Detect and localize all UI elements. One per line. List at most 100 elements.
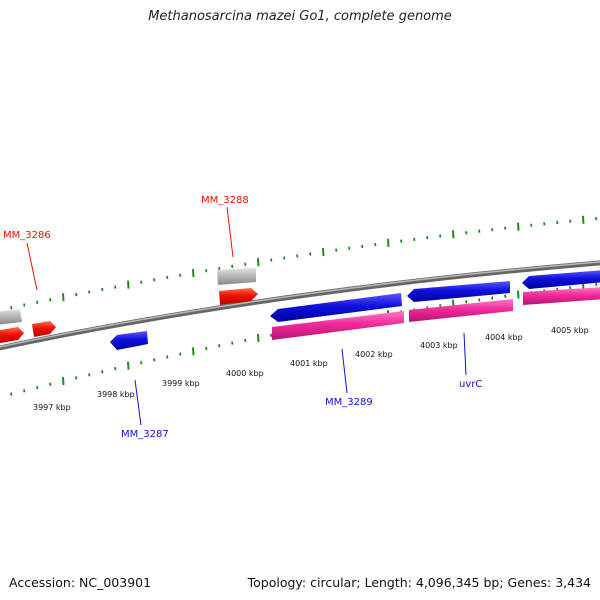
minor-tick — [556, 220, 559, 225]
gene-partial-blue-arrow[interactable] — [522, 270, 600, 289]
position-label: 3997 kbp — [33, 403, 71, 412]
leader-line-mm-3287 — [134, 379, 142, 426]
major-tick — [387, 238, 390, 247]
minor-tick — [23, 389, 26, 393]
minor-tick — [49, 382, 52, 386]
accession-text: Accession: NC_003901 — [9, 575, 152, 590]
gene-mm-3286-arrow[interactable] — [32, 321, 56, 337]
minor-tick — [153, 278, 156, 282]
gene-label-mm-3287[interactable]: MM_3287 — [121, 429, 169, 440]
gene-mm-3288-arrow[interactable] — [219, 288, 258, 305]
leader-line-mm-3286 — [26, 242, 38, 291]
position-labels: 3997 kbp 3998 kbp 3999 kbp 4000 kbp 4001… — [33, 326, 589, 412]
minor-tick — [270, 258, 273, 262]
minor-tick — [595, 216, 598, 221]
major-tick — [322, 248, 325, 257]
minor-tick — [335, 248, 338, 252]
minor-tick — [75, 292, 78, 297]
gene-mm-3289-arrow[interactable] — [270, 293, 402, 322]
minor-tick — [296, 254, 299, 258]
minor-tick — [49, 298, 52, 302]
major-tick — [257, 258, 260, 267]
genome-backbone-highlight — [0, 261, 600, 348]
minor-tick — [218, 266, 221, 271]
gene-label-uvrc[interactable]: uvrC — [459, 379, 482, 390]
minor-tick — [374, 242, 377, 247]
minor-tick — [504, 226, 507, 230]
minor-tick — [465, 300, 468, 304]
major-tick — [452, 230, 455, 239]
minor-tick — [140, 361, 143, 365]
major-tick — [192, 347, 195, 356]
minor-tick — [101, 370, 104, 374]
position-label: 3999 kbp — [162, 379, 200, 388]
minor-tick — [179, 352, 182, 356]
minor-tick — [478, 298, 481, 302]
map-title: Methanosarcina mazei Go1, complete genom… — [148, 9, 452, 24]
major-tick — [62, 377, 65, 386]
minor-tick — [491, 296, 494, 300]
minor-tick — [309, 252, 312, 256]
minor-tick — [205, 346, 208, 351]
minor-tick — [231, 264, 234, 269]
position-label: 4001 kbp — [290, 359, 328, 368]
minor-tick — [114, 367, 117, 371]
rna-feature-3[interactable] — [523, 287, 600, 305]
major-tick — [192, 268, 195, 278]
leader-line-mm-3289 — [341, 348, 348, 394]
minor-tick — [439, 234, 442, 238]
minor-tick — [348, 246, 351, 250]
minor-tick — [36, 300, 39, 305]
pseudo-gene-mm-3288[interactable] — [217, 268, 256, 285]
position-label: 3998 kbp — [97, 390, 135, 399]
major-tick — [517, 222, 520, 231]
minor-tick — [530, 223, 533, 227]
minor-tick — [10, 392, 13, 396]
minor-tick — [153, 358, 156, 362]
minor-tick — [569, 219, 572, 223]
rna-feature-1[interactable] — [272, 311, 404, 340]
minor-tick — [569, 286, 572, 290]
minor-tick — [478, 229, 481, 233]
minor-tick — [543, 222, 546, 226]
minor-tick — [75, 376, 78, 380]
major-tick — [257, 333, 260, 342]
minor-tick — [88, 290, 91, 294]
minor-tick — [504, 294, 507, 298]
minor-tick — [101, 287, 104, 292]
gene-partial-red-arrow[interactable] — [0, 327, 24, 344]
minor-tick — [491, 228, 494, 232]
genome-summary-text: Topology: circular; Length: 4,096,345 bp… — [247, 575, 591, 590]
leader-line-mm-3288 — [226, 206, 234, 258]
minor-tick — [23, 303, 26, 307]
minor-tick — [413, 237, 416, 241]
major-tick — [517, 290, 520, 299]
minor-tick — [465, 231, 468, 235]
position-label: 4000 kbp — [226, 369, 264, 378]
pseudo-gene-partial[interactable] — [0, 309, 22, 325]
minor-tick — [10, 306, 13, 310]
minor-tick — [166, 355, 169, 359]
gene-label-mm-3286[interactable]: MM_3286 — [3, 230, 51, 241]
gene-mm-3287-arrow[interactable] — [110, 331, 148, 350]
genome-backbone — [0, 260, 600, 351]
minor-tick — [166, 275, 169, 280]
minor-tick — [283, 256, 286, 260]
minor-tick — [114, 285, 117, 289]
gene-label-mm-3289[interactable]: MM_3289 — [325, 397, 373, 408]
position-label: 4004 kbp — [485, 333, 523, 342]
leader-line-uvrc — [463, 332, 467, 376]
minor-tick — [361, 244, 364, 249]
minor-tick — [270, 333, 273, 338]
position-label: 4005 kbp — [551, 326, 589, 335]
minor-tick — [179, 273, 182, 277]
rna-feature-2[interactable] — [409, 299, 513, 322]
major-tick — [127, 361, 130, 370]
position-label: 4003 kbp — [420, 341, 458, 350]
minor-tick — [140, 280, 143, 284]
position-label: 4002 kbp — [355, 350, 393, 359]
gene-label-mm-3288[interactable]: MM_3288 — [201, 195, 249, 206]
minor-tick — [36, 385, 39, 390]
gene-uvrc-arrow[interactable] — [407, 281, 510, 302]
